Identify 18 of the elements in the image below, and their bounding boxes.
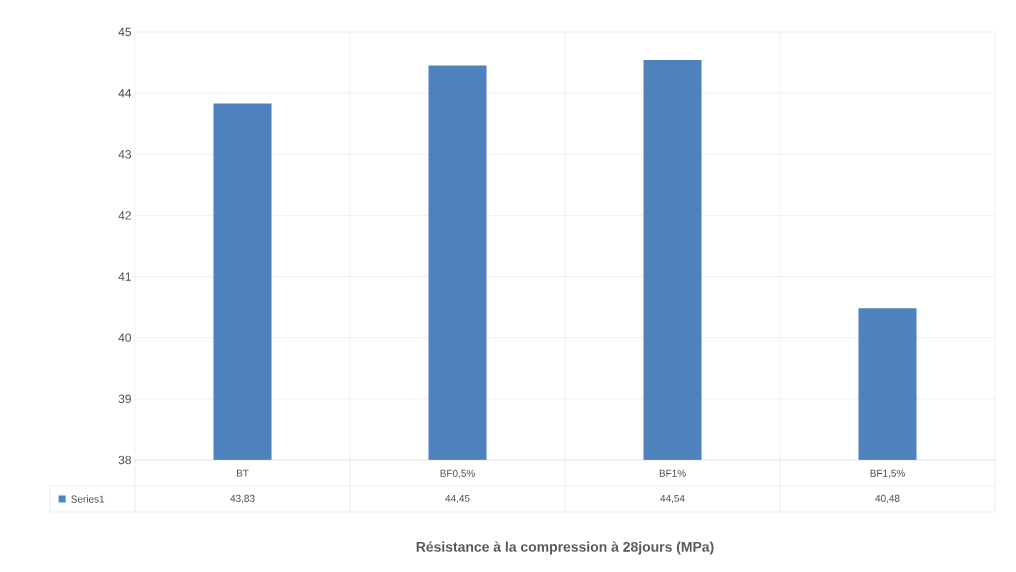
x-tick-label: BF0,5% xyxy=(440,469,475,478)
y-tick-label: 42 xyxy=(118,211,131,220)
y-tick-label: 41 xyxy=(118,272,131,281)
x-tick-label: BT xyxy=(236,469,249,477)
text: 44,45 xyxy=(445,494,470,504)
text: 40,48 xyxy=(875,494,900,504)
x-tick-label: BF1% xyxy=(659,469,686,477)
y-tick-label: 38 xyxy=(118,455,131,465)
y-tick-label: 40 xyxy=(118,333,132,342)
text: 43,83 xyxy=(230,494,255,504)
x-tick-label: BF1,5% xyxy=(870,469,905,478)
legend-label: Series1 xyxy=(71,495,105,503)
text: 44,54 xyxy=(660,494,685,504)
y-tick-label: 43 xyxy=(118,150,131,159)
y-tick-label: 39 xyxy=(118,394,131,404)
y-tick-label: 44 xyxy=(118,89,132,98)
y-tick-label: 45 xyxy=(118,27,131,37)
text: Résistance à la compression à 28jours (MPa) xyxy=(416,541,714,555)
